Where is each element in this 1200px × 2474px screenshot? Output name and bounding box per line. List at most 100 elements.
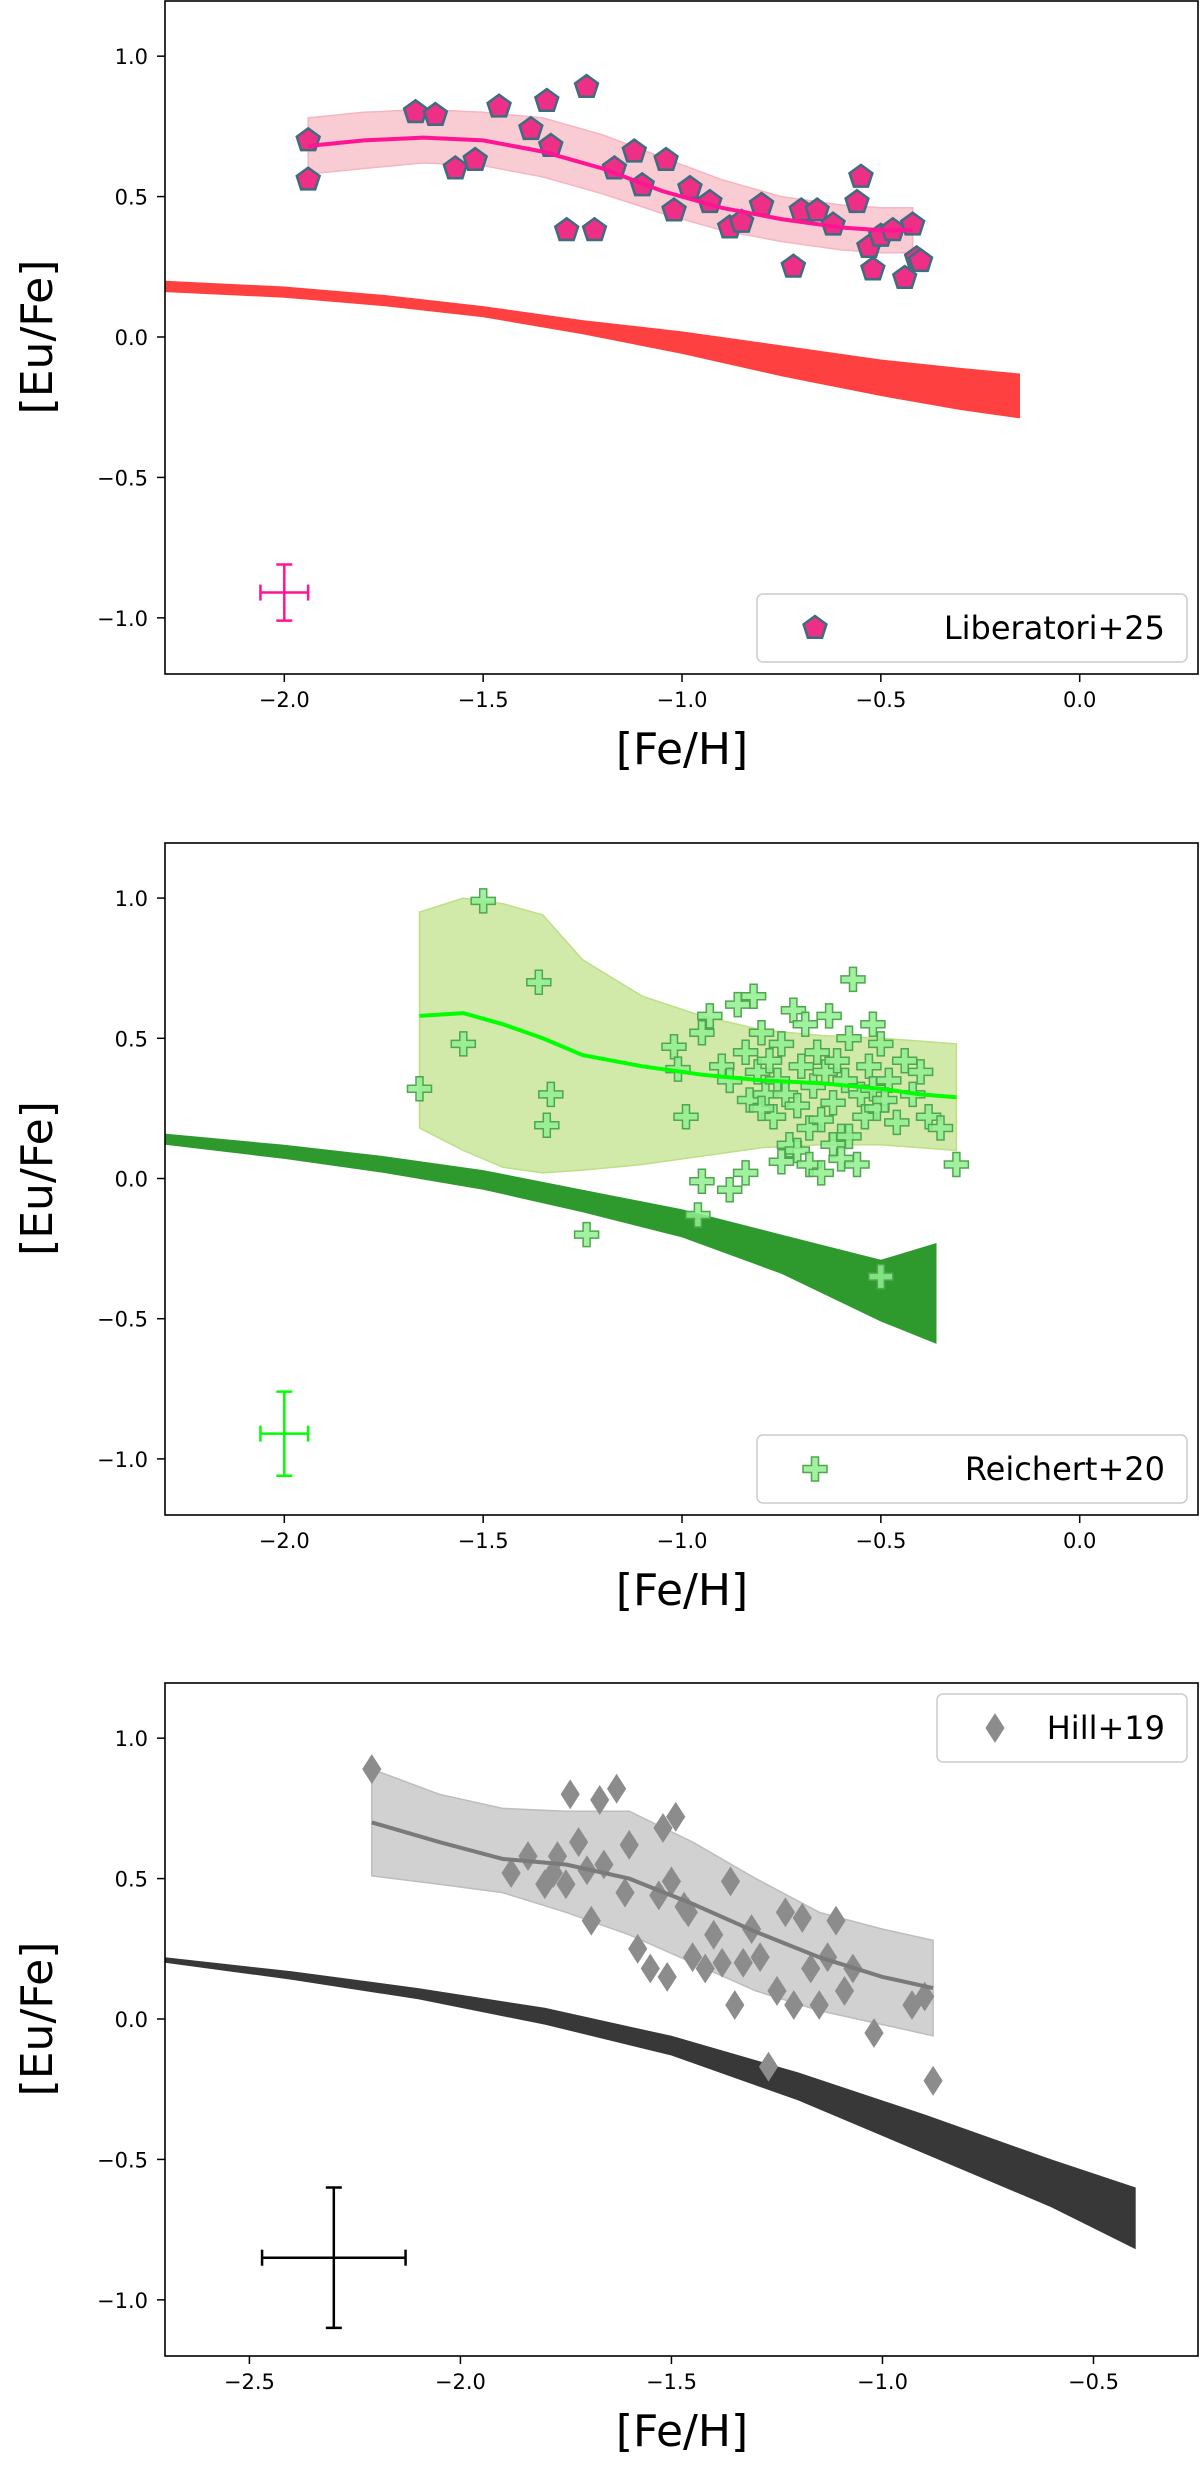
y-axis-label: [Eu/Fe] [12,1101,63,1256]
liberatori-point [848,163,874,188]
reichert-point [927,1115,954,1141]
legend-box [756,1434,1188,1504]
hill-point [581,1905,601,1936]
reichert-point [406,1076,433,1102]
liberatori-point [653,146,679,172]
liberatori-point [518,115,544,141]
model-band [165,1133,937,1344]
reichert-point [804,1039,830,1066]
reichert-point [796,1115,823,1141]
liberatori-point [295,166,322,191]
y-tick-label: 0.0 [115,326,148,350]
hill-point [834,1975,855,2006]
hill-point [801,1953,821,1984]
hill-point [818,1942,838,1973]
hill-point [775,1897,795,1928]
reichert-point [689,1168,715,1195]
y-tick-label: 0.5 [115,1868,148,1892]
liberatori-point [891,264,918,289]
reichert-point [852,1104,878,1130]
error-bar [259,1390,310,1477]
x-axis-label: [Fe/H] [616,2406,748,2457]
hill-point [720,1866,741,1897]
reichert-point [824,1047,850,1074]
hill-point [695,1953,715,1984]
reichert-point [748,1019,775,1046]
y-tick-label: −0.5 [97,466,148,490]
plot-area [165,888,970,1477]
reichert-point [884,1109,910,1136]
x-tick-label: −1.5 [646,2370,697,2394]
reichert-point [732,1039,759,1066]
hill-point [501,1858,521,1888]
liberatori-point [780,253,807,278]
hill-point [640,1953,660,1984]
x-tick-label: −2.5 [224,2370,275,2394]
trend-band [307,108,914,254]
y-tick-label: 0.0 [115,2008,148,2032]
liberatori-point [422,101,449,127]
x-tick-label: −1.5 [458,688,509,712]
reichert-point [784,1092,811,1119]
legend-marker [985,1713,1005,1743]
reichert-point [534,1112,560,1138]
reichert-point [808,1106,834,1133]
reichert-point [716,1176,743,1203]
liberatori-point [907,247,934,273]
hill-point [666,1801,686,1832]
liberatori-point [804,197,831,222]
legend-marker [802,614,828,639]
x-tick-label: −2.0 [259,1529,310,1553]
hill-point [923,2065,943,2096]
hill-point [826,1905,846,1936]
hill-point [569,1827,589,1858]
legend-box [756,593,1188,663]
y-tick-label: 0.5 [115,1027,148,1051]
reichert-point [450,1031,477,1057]
reichert-point [748,1095,775,1122]
liberatori-point [661,197,687,222]
reichert-point [820,1090,846,1116]
hill-point [758,2051,779,2082]
reichert-point [689,1019,715,1046]
y-tick-label: 1.0 [115,1727,148,1751]
reichert-point [868,1031,894,1057]
hill-point [683,1942,703,1973]
hill-point [362,1754,382,1785]
hill-point [628,1933,648,1964]
panel-reichert: −2.0 −1.5 −1.0 −0.5 0.0 1.0 0.5 0.0 −0.5 −1.0 [Fe/… [12,842,1199,1616]
reichert-point [836,1123,862,1150]
reichert-point [844,1151,870,1178]
hill-point [725,1990,745,2020]
x-tick-label: −1.0 [657,688,708,712]
hill-point [864,2018,884,2048]
reichert-point [808,1160,834,1186]
hill-point [619,1829,639,1860]
liberatori-point [533,87,560,113]
reichert-point [756,1047,783,1074]
axes-frame [164,842,1199,1516]
reichert-point [673,1104,699,1130]
reichert-point [697,1003,723,1029]
liberatori-point [621,138,648,163]
x-tick-label: 0.0 [1063,688,1096,712]
liberatori-point [860,256,886,281]
legend: Liberatori+25 [756,593,1188,663]
reichert-point [685,1202,711,1228]
x-tick-label: −0.5 [855,688,906,712]
reichert-point [836,1025,862,1052]
reichert-point [860,1011,886,1038]
axes-frame [164,1682,1199,2357]
reichert-point [526,969,552,995]
liberatori-point [486,93,512,118]
reichert-point [768,1148,795,1175]
reichert-point [943,1151,970,1178]
liberatori-point [581,216,608,242]
hill-point [750,1942,770,1973]
hill-point [556,1869,576,1900]
reichert-point [868,1263,894,1290]
reichert-point [732,1160,759,1186]
reichert-point [872,1087,898,1113]
x-tick-label: −2.0 [259,688,310,712]
